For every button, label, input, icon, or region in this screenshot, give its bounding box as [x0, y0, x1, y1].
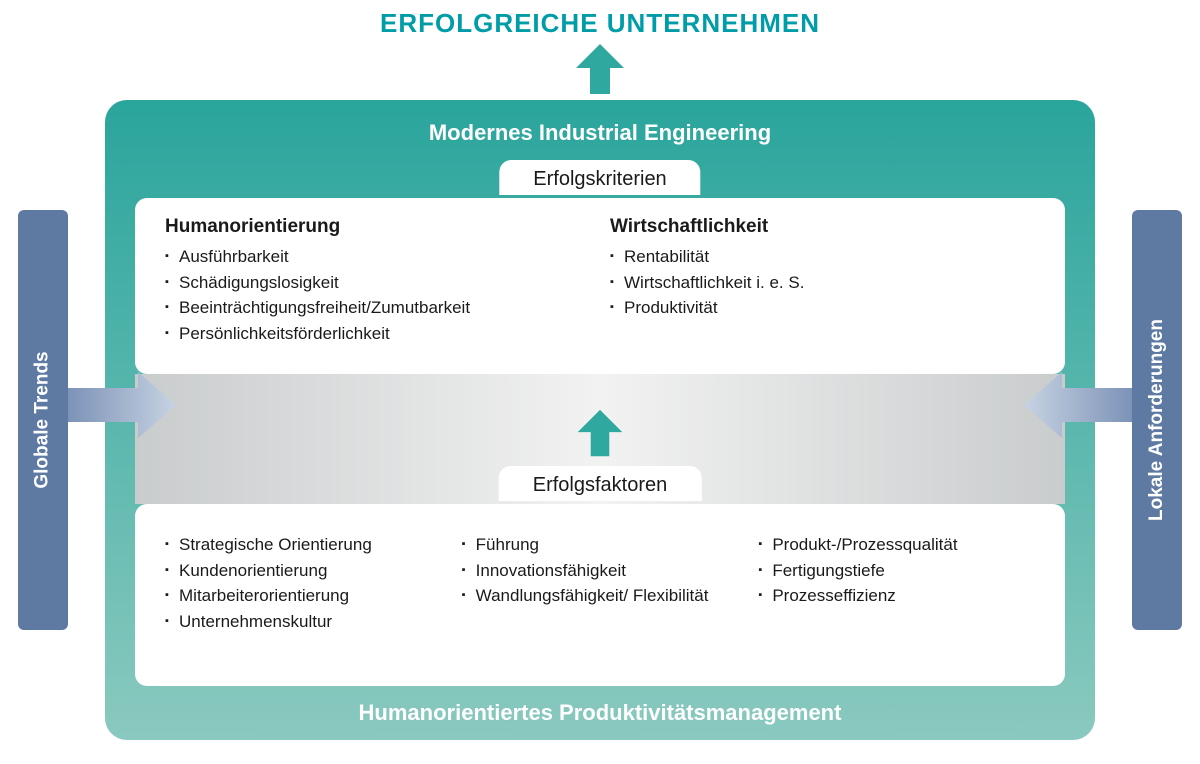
kriterien-left-item: Schädigungslosigkeit	[165, 270, 590, 296]
faktoren-col1-item: Mitarbeiterorientierung	[165, 583, 442, 609]
faktoren-col1-item: Kundenorientierung	[165, 558, 442, 584]
panel-faktoren: Strategische OrientierungKundenorientier…	[135, 504, 1065, 686]
kriterien-right-item: Wirtschaftlichkeit i. e. S.	[610, 270, 1035, 296]
faktoren-col2: FührungInnovationsfähigkeitWandlungsfähi…	[462, 532, 739, 634]
kriterien-right-item: Rentabilität	[610, 244, 1035, 270]
inner-area: Erfolgskriterien Humanorientierung Ausfü…	[135, 160, 1065, 700]
arrow-inward-right	[1022, 370, 1132, 445]
arrow-up-middle	[574, 408, 626, 465]
side-bar-right: Lokale Anforderungen	[1132, 210, 1182, 630]
faktoren-col3-item: Produkt-/Prozessqualität	[758, 532, 1035, 558]
arrow-up-top	[572, 42, 628, 103]
faktoren-col2-item: Wandlungsfähigkeit/ Flexibilität	[462, 583, 739, 609]
arrow-inward-left	[68, 370, 178, 445]
kriterien-right-heading: Wirtschaftlichkeit	[610, 216, 1035, 238]
faktoren-col1-item: Unternehmenskultur	[165, 609, 442, 635]
faktoren-col3-item: Prozesseffizienz	[758, 583, 1035, 609]
kriterien-left-col: Humanorientierung AusführbarkeitSchädigu…	[165, 216, 590, 346]
faktoren-col1: Strategische OrientierungKundenorientier…	[165, 532, 442, 634]
panel-kriterien: Humanorientierung AusführbarkeitSchädigu…	[135, 198, 1065, 374]
kriterien-left-item: Ausführbarkeit	[165, 244, 590, 270]
tab-kriterien: Erfolgskriterien	[499, 160, 700, 195]
main-box: Modernes Industrial Engineering Erfolgsk…	[105, 100, 1095, 740]
kriterien-left-item: Persönlichkeitsförderlichkeit	[165, 321, 590, 347]
kriterien-left-item: Beeinträchtigungsfreiheit/Zumutbarkeit	[165, 295, 590, 321]
main-box-header: Modernes Industrial Engineering	[135, 120, 1065, 146]
faktoren-col3-item: Fertigungstiefe	[758, 558, 1035, 584]
side-label-right: Lokale Anforderungen	[1146, 319, 1168, 521]
kriterien-left-heading: Humanorientierung	[165, 216, 590, 238]
faktoren-col3: Produkt-/ProzessqualitätFertigungstiefeP…	[758, 532, 1035, 634]
side-label-left: Globale Trends	[32, 351, 54, 488]
faktoren-col1-item: Strategische Orientierung	[165, 532, 442, 558]
faktoren-col2-item: Führung	[462, 532, 739, 558]
kriterien-right-item: Produktivität	[610, 295, 1035, 321]
side-bar-left: Globale Trends	[18, 210, 68, 630]
faktoren-col2-item: Innovationsfähigkeit	[462, 558, 739, 584]
tab-faktoren: Erfolgsfaktoren	[499, 466, 702, 501]
page-title: ERFOLGREICHE UNTERNEHMEN	[0, 8, 1200, 39]
main-box-footer: Humanorientiertes Produktivitätsmanageme…	[105, 700, 1095, 726]
kriterien-right-col: Wirtschaftlichkeit RentabilitätWirtschaf…	[610, 216, 1035, 346]
